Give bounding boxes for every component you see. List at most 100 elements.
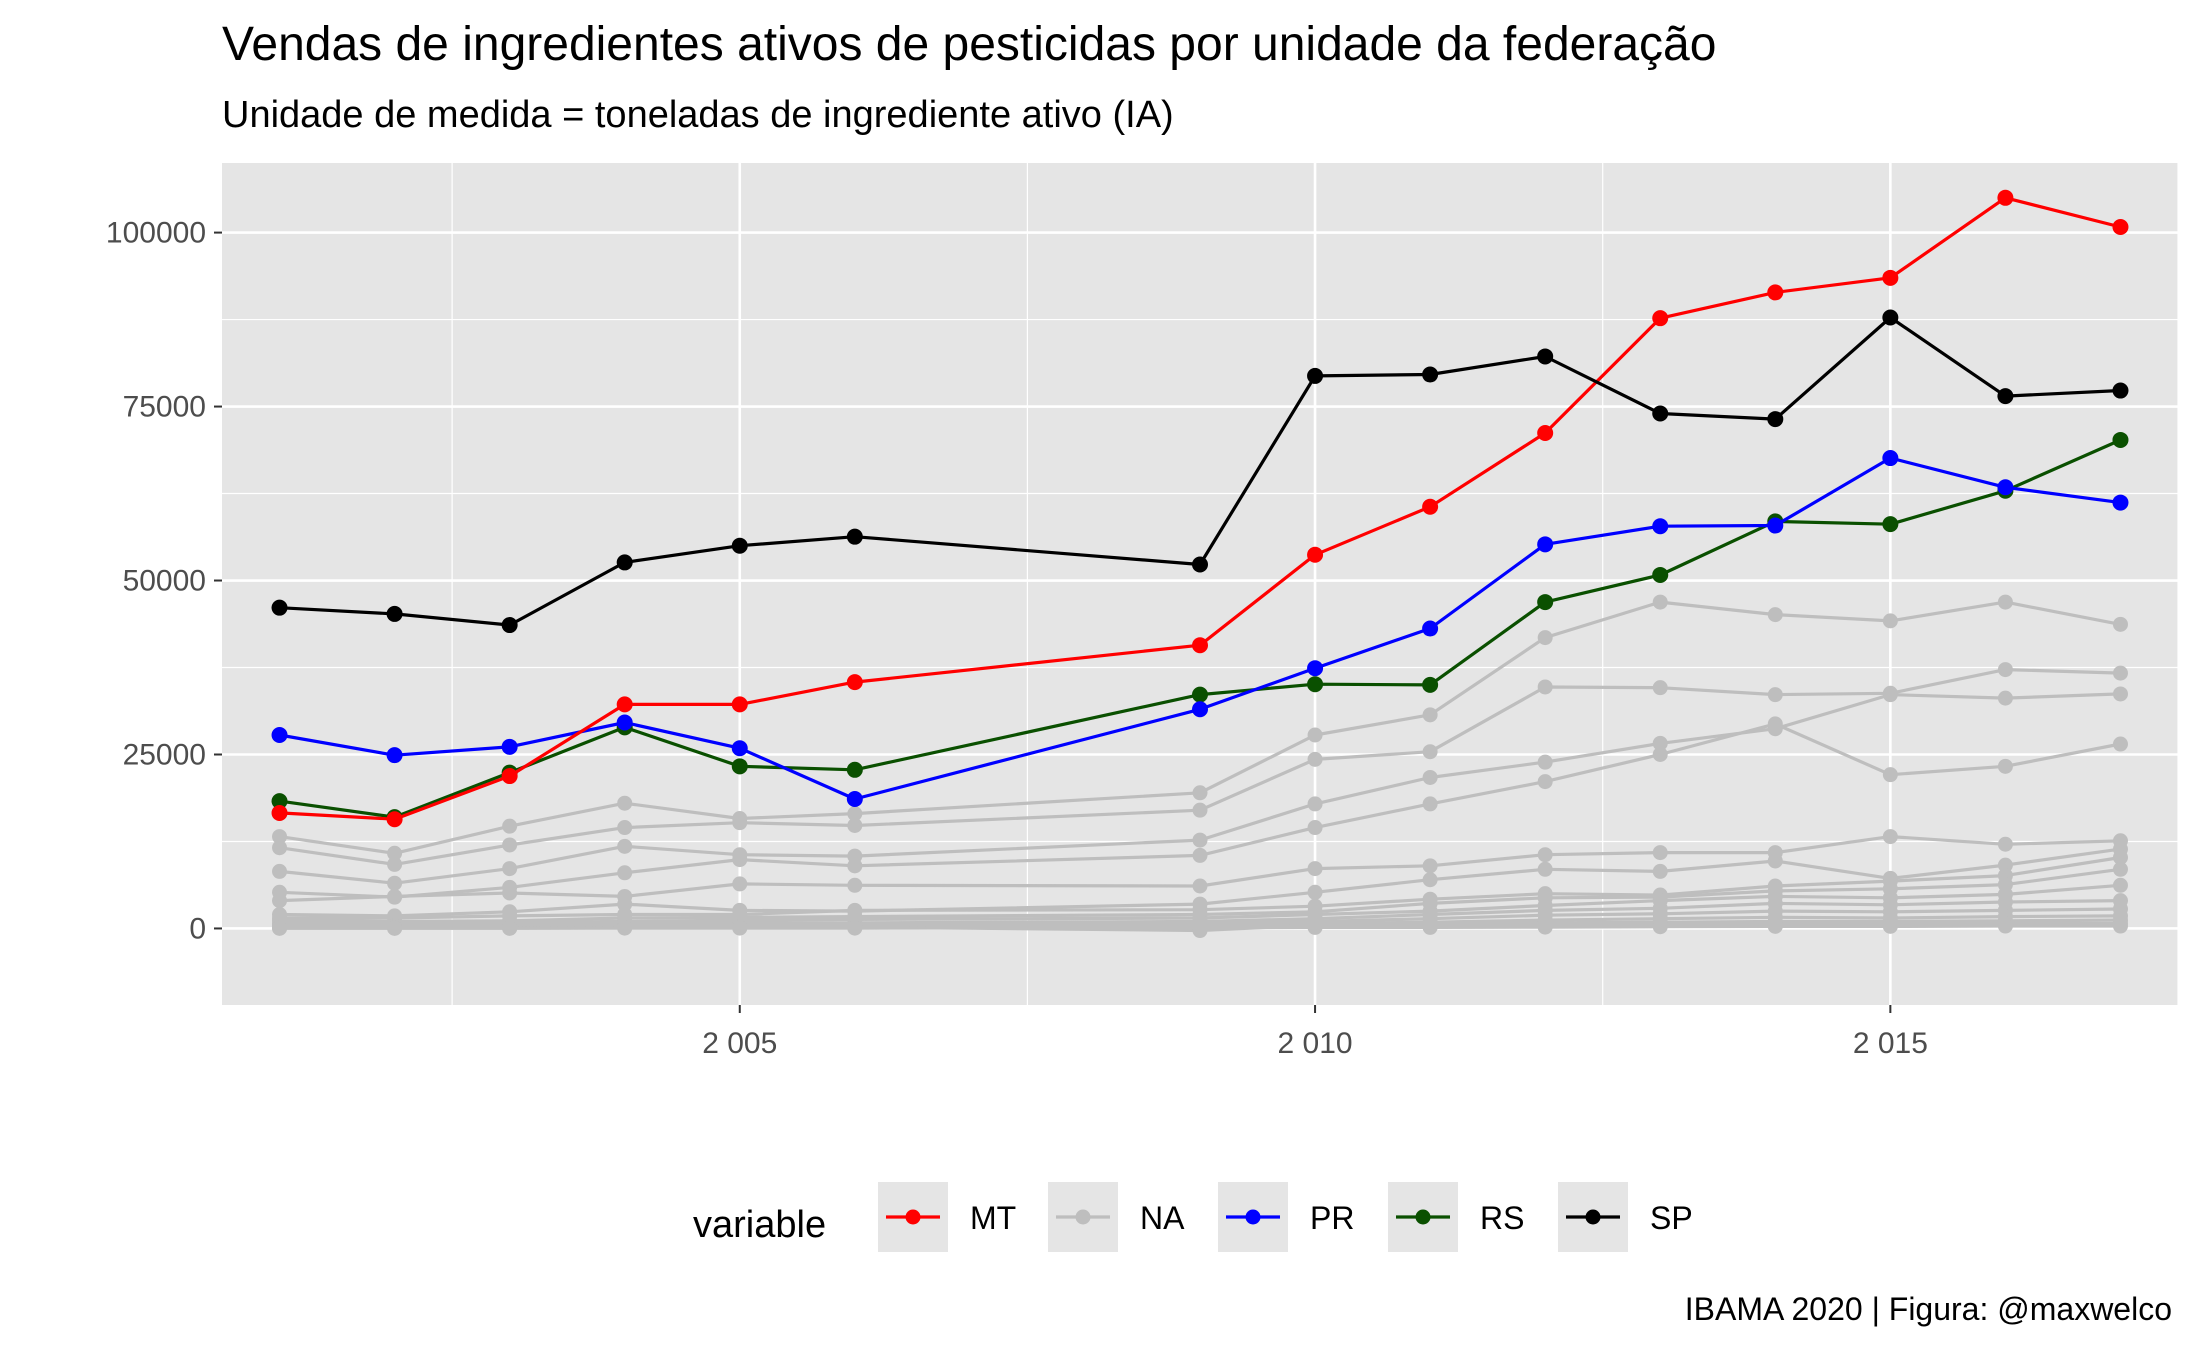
data-point bbox=[846, 761, 863, 778]
data-point bbox=[1192, 878, 1208, 894]
chart-subtitle: Unidade de medida = toneladas de ingredi… bbox=[222, 94, 1174, 136]
data-point bbox=[1307, 884, 1323, 900]
x-axis-labels: 2 005 2 010 2 015 bbox=[702, 1027, 1928, 1060]
data-point bbox=[1422, 707, 1438, 723]
data-point bbox=[1537, 861, 1553, 877]
data-point bbox=[1882, 309, 1899, 326]
series-mt bbox=[271, 189, 2129, 828]
data-point bbox=[1767, 853, 1783, 869]
data-point bbox=[502, 818, 518, 834]
data-point bbox=[386, 811, 403, 828]
data-point bbox=[1997, 690, 2013, 706]
data-point bbox=[617, 865, 633, 881]
data-point bbox=[617, 820, 633, 836]
data-point bbox=[1767, 918, 1783, 934]
data-point bbox=[1882, 450, 1899, 467]
data-point bbox=[1192, 832, 1208, 848]
series-sp bbox=[271, 309, 2129, 634]
data-point bbox=[1537, 774, 1553, 790]
legend-item-pr: PR bbox=[1218, 1182, 1354, 1252]
y-tick-label: 50000 bbox=[123, 565, 206, 598]
data-point bbox=[1307, 546, 1324, 563]
axis-ticks bbox=[214, 231, 1892, 1013]
legend-key-point bbox=[1585, 1209, 1601, 1225]
data-point bbox=[1192, 686, 1208, 703]
data-point bbox=[272, 920, 288, 936]
data-point bbox=[1997, 479, 2014, 496]
y-tick-label: 75000 bbox=[123, 391, 206, 424]
data-point bbox=[1767, 687, 1783, 703]
data-point bbox=[732, 852, 748, 868]
data-point bbox=[271, 599, 288, 616]
data-point bbox=[1652, 405, 1669, 422]
x-tick-label: 2 010 bbox=[1278, 1027, 1353, 1060]
data-point bbox=[1192, 556, 1208, 573]
x-tick-label: 2 005 bbox=[702, 1027, 777, 1060]
data-point bbox=[1422, 919, 1438, 935]
data-point bbox=[1882, 918, 1898, 934]
y-axis-labels: 0 25000 50000 75000 100000 bbox=[106, 217, 206, 946]
data-point bbox=[1422, 676, 1439, 693]
plot-panel bbox=[222, 163, 2178, 1005]
series-pr bbox=[271, 450, 2129, 808]
data-point bbox=[387, 856, 403, 872]
legend-label: PR bbox=[1310, 1200, 1354, 1236]
data-point bbox=[271, 793, 288, 810]
data-point bbox=[502, 837, 518, 853]
minor-gridlines bbox=[222, 163, 2179, 1005]
y-tick-label: 25000 bbox=[123, 738, 206, 771]
data-point bbox=[272, 840, 288, 856]
legend-key-point bbox=[1245, 1209, 1261, 1225]
data-point bbox=[502, 861, 518, 877]
data-point bbox=[272, 863, 288, 879]
data-point bbox=[1422, 796, 1438, 812]
data-point bbox=[1767, 411, 1784, 428]
data-point bbox=[501, 617, 518, 634]
data-point bbox=[731, 537, 748, 554]
data-point bbox=[271, 727, 288, 744]
data-point bbox=[1307, 660, 1324, 677]
data-point bbox=[501, 768, 518, 785]
data-point bbox=[732, 920, 748, 936]
data-point bbox=[2112, 219, 2129, 236]
data-point bbox=[846, 791, 863, 808]
data-point bbox=[387, 920, 403, 936]
data-point bbox=[1192, 785, 1208, 801]
data-point bbox=[387, 875, 403, 891]
data-point bbox=[1537, 679, 1553, 695]
data-point bbox=[1307, 751, 1323, 767]
data-point bbox=[731, 740, 748, 757]
data-point bbox=[617, 920, 633, 936]
chart-caption: IBAMA 2020 | Figura: @maxwelco bbox=[1685, 1291, 2172, 1327]
data-point bbox=[1307, 367, 1324, 384]
series-na bbox=[272, 918, 2128, 936]
data-point bbox=[847, 858, 863, 874]
data-point bbox=[1652, 518, 1669, 535]
data-point bbox=[1422, 744, 1438, 760]
data-point bbox=[2112, 494, 2129, 511]
data-point bbox=[1307, 727, 1323, 743]
data-point bbox=[271, 804, 288, 821]
legend-item-mt: MT bbox=[878, 1182, 1016, 1252]
data-point bbox=[1537, 536, 1554, 553]
data-point bbox=[1192, 802, 1208, 818]
data-point bbox=[272, 893, 288, 909]
data-point bbox=[847, 920, 863, 936]
data-point bbox=[847, 877, 863, 893]
data-point bbox=[2112, 918, 2128, 934]
data-point bbox=[1422, 872, 1438, 888]
data-point bbox=[1652, 863, 1668, 879]
highlighted-series-group bbox=[271, 189, 2129, 828]
data-point bbox=[1882, 687, 1898, 703]
data-point bbox=[386, 747, 403, 764]
data-point bbox=[1192, 637, 1208, 654]
data-point bbox=[2112, 616, 2128, 632]
legend-item-na: NA bbox=[1048, 1182, 1185, 1252]
data-point bbox=[846, 528, 863, 545]
data-point bbox=[1307, 919, 1323, 935]
data-point bbox=[2112, 849, 2128, 865]
data-point bbox=[617, 838, 633, 854]
data-point bbox=[1882, 767, 1898, 783]
data-point bbox=[1422, 620, 1439, 637]
